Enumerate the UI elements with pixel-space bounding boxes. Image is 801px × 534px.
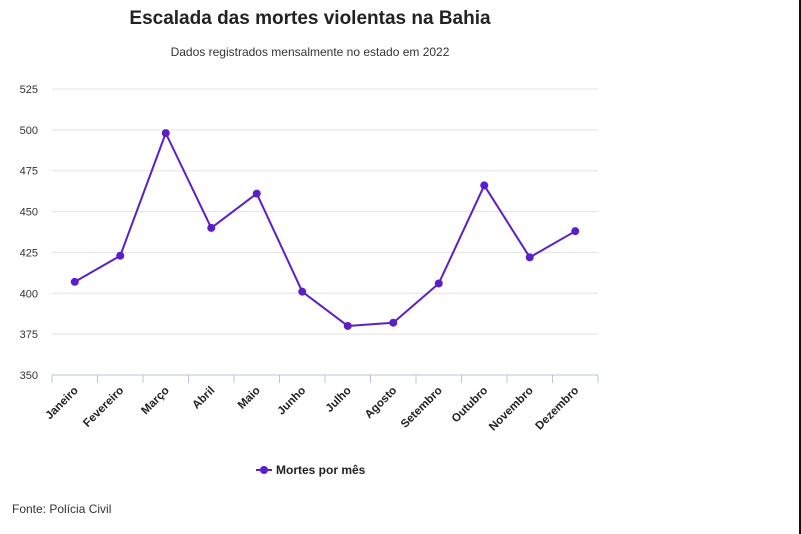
data-point [252,189,261,198]
chart-subtitle: Dados registrados mensalmente no estado … [170,45,450,59]
y-tick-label: 425 [20,247,38,259]
x-tick-label: Agosto [363,385,399,421]
x-tick-label: Outubro [450,385,491,426]
data-point [480,181,489,190]
y-tick-label: 400 [20,288,38,300]
x-tick-label: Abril [190,385,217,412]
y-tick-label: 350 [20,370,38,382]
x-tick-label: Novembro [487,385,536,434]
x-tick-label: Dezembro [534,385,582,433]
x-tick-label: Junho [275,385,308,418]
y-tick-label: 500 [20,125,38,137]
data-point [389,318,398,327]
data-point [525,253,534,262]
x-tick-label: Maio [236,385,263,412]
data-point [298,287,307,296]
data-point [161,129,170,138]
chart-title: Escalada das mortes violentas na Bahia [129,8,491,29]
y-tick-label: 375 [20,329,38,341]
data-point [70,277,79,286]
legend-label: Mortes por mês [276,463,366,477]
data-point [343,321,352,330]
x-tick-label: Setembro [399,385,445,431]
chart-source: Fonte: Polícia Civil [12,502,112,516]
x-tick-label: Março [139,385,171,417]
legend-marker [260,466,268,474]
window-edge [799,0,801,534]
x-tick-label: Fevereiro [81,385,126,430]
y-tick-label: 525 [20,84,38,96]
data-point [207,223,216,232]
x-tick-label: Janeiro [43,385,80,422]
data-point [116,251,125,260]
x-tick-label: Julho [324,385,354,415]
y-tick-label: 475 [20,166,38,178]
data-point [571,227,580,236]
series-line [74,132,576,327]
data-point [434,279,443,288]
y-tick-label: 450 [20,207,38,219]
